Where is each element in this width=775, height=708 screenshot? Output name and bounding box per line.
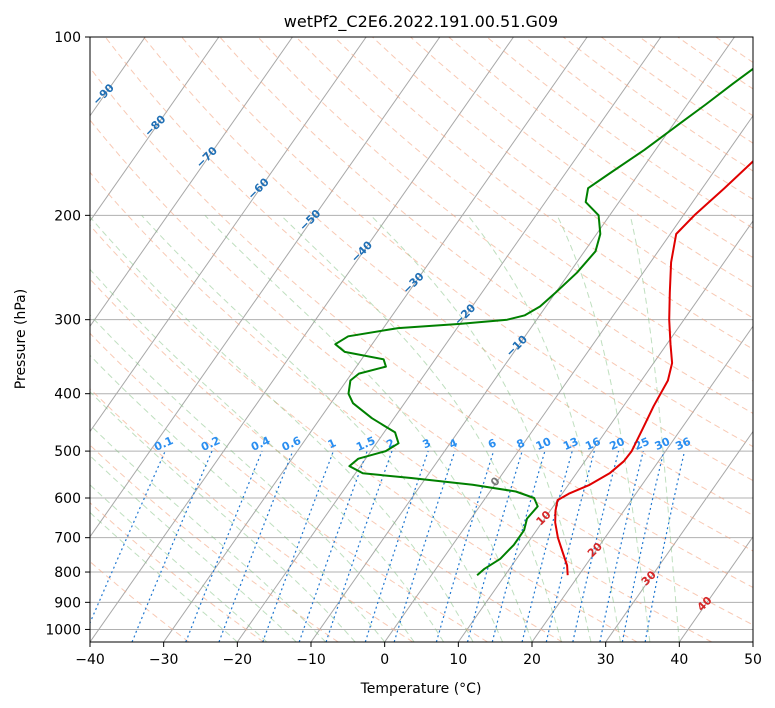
isotherm-line (163, 37, 588, 642)
mixing-ratio-label: 13 (561, 435, 580, 453)
dry-adiabat-line (90, 444, 339, 642)
mixing-ratio-line (572, 450, 620, 642)
dry-adiabat-line (219, 37, 753, 448)
mixing-ratio-line (325, 450, 393, 642)
mixing-ratio-label: 30 (653, 435, 673, 453)
mixing-ratio-line (131, 450, 213, 642)
y-tick-label: 700 (54, 531, 81, 547)
dry-adiabat-line (257, 37, 753, 414)
moist-adiabat-line (90, 216, 474, 642)
isotherm-line (236, 37, 662, 642)
dry-adiabat-line (90, 171, 712, 642)
mixing-ratio-line (298, 450, 368, 642)
mixing-ratio-line (599, 450, 644, 642)
y-tick-label: 300 (54, 313, 81, 329)
y-axis-label: Pressure (hPa) (13, 289, 29, 389)
x-tick-label: −10 (296, 652, 326, 668)
mixing-ratio-line (521, 450, 573, 642)
moist-adiabat-line (90, 484, 268, 642)
dewpoint-line (334, 67, 753, 576)
x-tick-label: 0 (380, 652, 389, 668)
background-lines (90, 37, 753, 642)
dry-adiabat-line (90, 119, 753, 626)
dry-adiabat-line (90, 278, 563, 642)
y-tick-label: 400 (54, 387, 81, 403)
isotherm-line (678, 535, 753, 642)
y-tick-label: 500 (54, 444, 81, 460)
dry-adiabat-line (143, 37, 753, 516)
mixing-ratio-line (90, 450, 166, 625)
moist-adiabat-line (90, 424, 327, 642)
dry-adiabat-line (90, 388, 414, 642)
mixing-ratio-line (218, 450, 294, 642)
mixing-ratio-line (621, 450, 665, 642)
mixing-ratio-line (393, 450, 456, 642)
axes-group: −40 −30 −20 −10 0 10 20 30 40 50 1000 900 800 700 600 5… (45, 30, 762, 668)
x-axis-label: Temperature (°C) (360, 681, 482, 697)
mixing-ratio-label: 20 (608, 435, 628, 453)
isotherm-line (310, 37, 735, 642)
y-tick-label: 200 (54, 208, 81, 224)
mixing-ratio-label: 16 (583, 435, 603, 453)
isotherm-line (90, 37, 367, 433)
moist-adiabat-line (467, 214, 621, 642)
x-tick-label: −20 (223, 652, 253, 668)
y-tick-label: 100 (54, 30, 81, 46)
isotherm-line (90, 37, 293, 328)
isotherm-line (384, 114, 753, 642)
dry-adiabat-line (295, 37, 753, 382)
mixing-ratio-line (491, 450, 546, 642)
dry-adiabat-line (90, 502, 264, 642)
x-tick-label: 50 (744, 652, 762, 668)
moist-adiabat-line (141, 214, 503, 642)
mixing-ratio-line (545, 450, 595, 642)
x-tick-label: 10 (449, 652, 467, 668)
moist-adiabat-line (90, 455, 297, 642)
dry-adiabat-line (410, 37, 753, 289)
x-tick-label: 40 (670, 652, 688, 668)
isotherm-line (605, 430, 753, 642)
mixing-ratio-label: 36 (673, 435, 693, 453)
moist-adiabat-line (90, 268, 445, 642)
y-tick-label: 800 (54, 565, 81, 581)
temperature-line (554, 159, 753, 576)
x-tick-label: −40 (75, 652, 105, 668)
dry-adiabat-line (90, 224, 638, 642)
plot-frame (89, 36, 754, 643)
isotherm-line (90, 37, 441, 538)
isotherm-line (90, 37, 220, 222)
y-tick-label: 1000 (45, 622, 81, 638)
x-tick-label: 20 (523, 652, 541, 668)
dry-adiabat-line (104, 37, 753, 552)
chart-title: wetPf2_C2E6.2022.191.00.51.G09 (284, 12, 558, 32)
x-tick-label: 30 (597, 652, 615, 668)
y-tick-label: 600 (54, 491, 81, 507)
moist-adiabat-line (90, 391, 356, 642)
moist-adiabat-line (556, 215, 651, 642)
moist-adiabat-line (629, 215, 680, 642)
mixing-ratio-line (185, 450, 263, 642)
dry-adiabat-line (90, 67, 753, 588)
isotherm-line (90, 37, 514, 642)
mixing-ratio-line (644, 450, 686, 642)
mixing-ratio-line (435, 450, 495, 642)
mixing-ratio-label: 10 (534, 435, 554, 453)
moist-adiabat-line (280, 214, 562, 642)
isotherm-line (531, 325, 753, 642)
x-tick-label: −30 (149, 652, 179, 668)
mixing-ratio-line (466, 450, 523, 642)
dry-adiabat-line (90, 332, 488, 642)
y-tick-label: 900 (54, 595, 81, 611)
mixing-ratio-line (364, 450, 429, 642)
series-group (334, 67, 753, 576)
